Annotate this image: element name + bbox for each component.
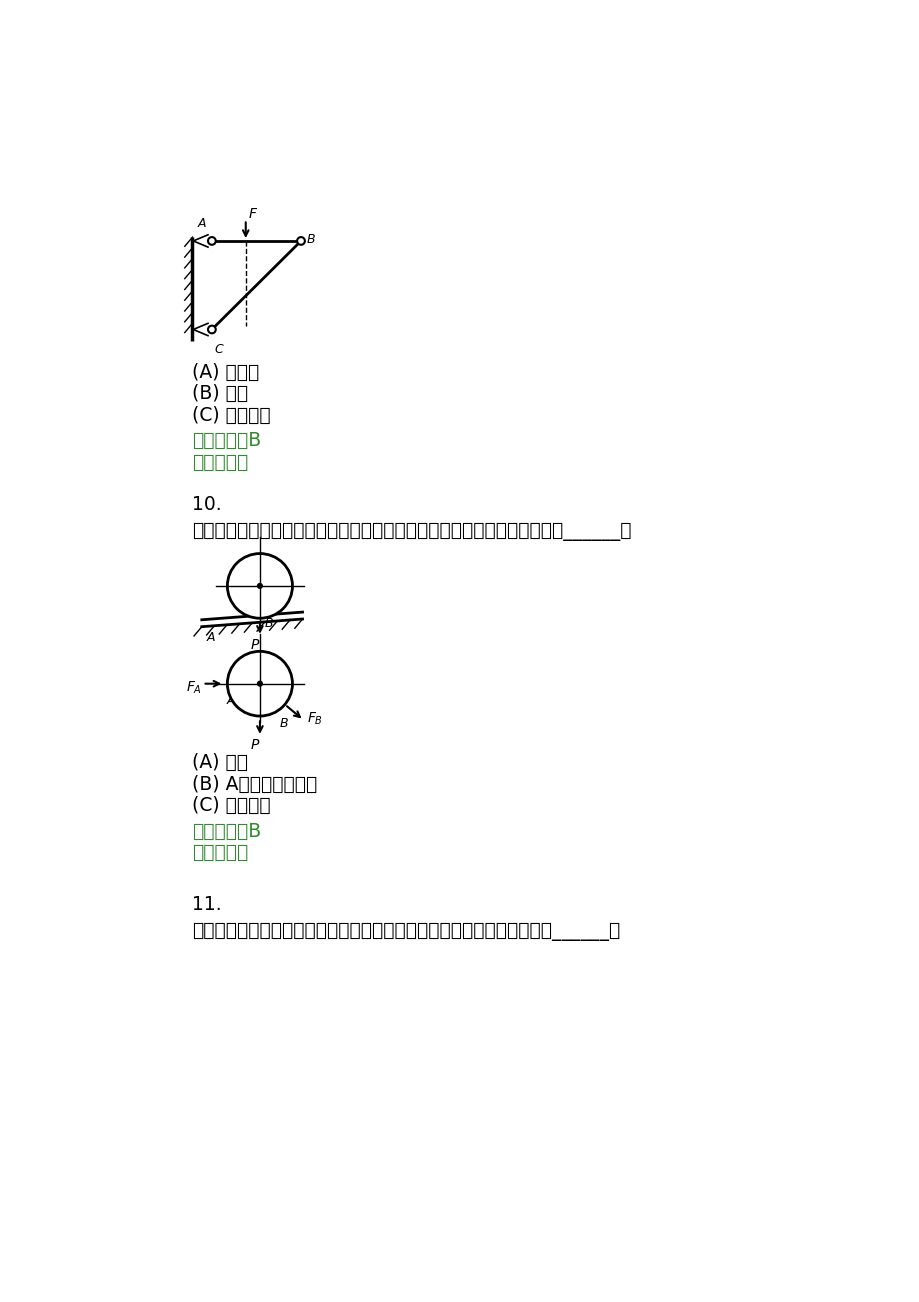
- Text: $\it{A}$: $\it{A}$: [197, 217, 207, 230]
- Text: 解答参考：: 解答参考：: [192, 453, 248, 471]
- Text: $\bf{\it{P}}$: $\bf{\it{P}}$: [250, 638, 260, 652]
- Text: $\it{A}$: $\it{A}$: [206, 630, 216, 643]
- Text: (C) 不能确定: (C) 不能确定: [192, 796, 271, 815]
- Text: 如图所示，各杆处于平衡，杆重不计，接触处是光滑的，图中所画受力图______。: 如图所示，各杆处于平衡，杆重不计，接触处是光滑的，图中所画受力图______。: [192, 922, 620, 941]
- Text: 11.: 11.: [192, 896, 221, 914]
- Text: (A) 正确: (A) 正确: [192, 753, 248, 772]
- Text: $\it{B}$: $\it{B}$: [278, 717, 289, 730]
- Text: 10.: 10.: [192, 495, 221, 514]
- Circle shape: [256, 583, 263, 589]
- Text: (B) 改变: (B) 改变: [192, 384, 248, 404]
- Text: $\it{B}$: $\it{B}$: [264, 617, 273, 630]
- Text: 解答参考：: 解答参考：: [192, 844, 248, 862]
- Circle shape: [209, 326, 215, 333]
- Text: (B) A处约束力不正确: (B) A处约束力不正确: [192, 775, 317, 793]
- Text: $F_B$: $F_B$: [307, 711, 323, 727]
- Text: 正确答案：B: 正确答案：B: [192, 822, 262, 841]
- Circle shape: [227, 553, 292, 618]
- Circle shape: [209, 237, 215, 245]
- Text: $\it{F}$: $\it{F}$: [248, 207, 258, 221]
- Circle shape: [297, 237, 304, 245]
- Text: (A) 不改变: (A) 不改变: [192, 362, 259, 381]
- Text: 如图所示，物体处于平衡，自重不计，接触处是光滑的，图中所画受力图是______。: 如图所示，物体处于平衡，自重不计，接触处是光滑的，图中所画受力图是______。: [192, 522, 631, 542]
- Text: (C) 不能确定: (C) 不能确定: [192, 406, 271, 424]
- Text: $F_A$: $F_A$: [186, 680, 201, 695]
- Text: 正确答案：B: 正确答案：B: [192, 431, 262, 450]
- Text: $\it{C}$: $\it{C}$: [214, 344, 224, 357]
- Circle shape: [227, 651, 292, 716]
- Text: $\bf{\it{P}}$: $\bf{\it{P}}$: [250, 738, 260, 753]
- Text: $\it{A}$: $\it{A}$: [225, 694, 236, 707]
- Text: $\it{B}$: $\it{B}$: [305, 233, 315, 246]
- Circle shape: [256, 681, 263, 686]
